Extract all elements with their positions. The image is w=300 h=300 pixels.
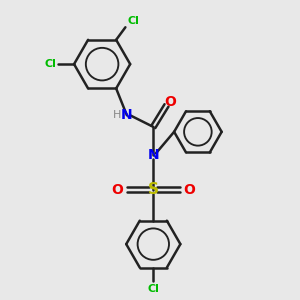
Text: N: N (148, 148, 159, 162)
Text: O: O (164, 95, 176, 109)
Text: S: S (148, 182, 159, 197)
Text: O: O (111, 183, 123, 196)
Text: O: O (184, 183, 196, 196)
Text: Cl: Cl (44, 59, 56, 69)
Text: N: N (121, 108, 133, 122)
Text: H: H (112, 110, 121, 120)
Text: Cl: Cl (127, 16, 139, 26)
Text: Cl: Cl (147, 284, 159, 294)
